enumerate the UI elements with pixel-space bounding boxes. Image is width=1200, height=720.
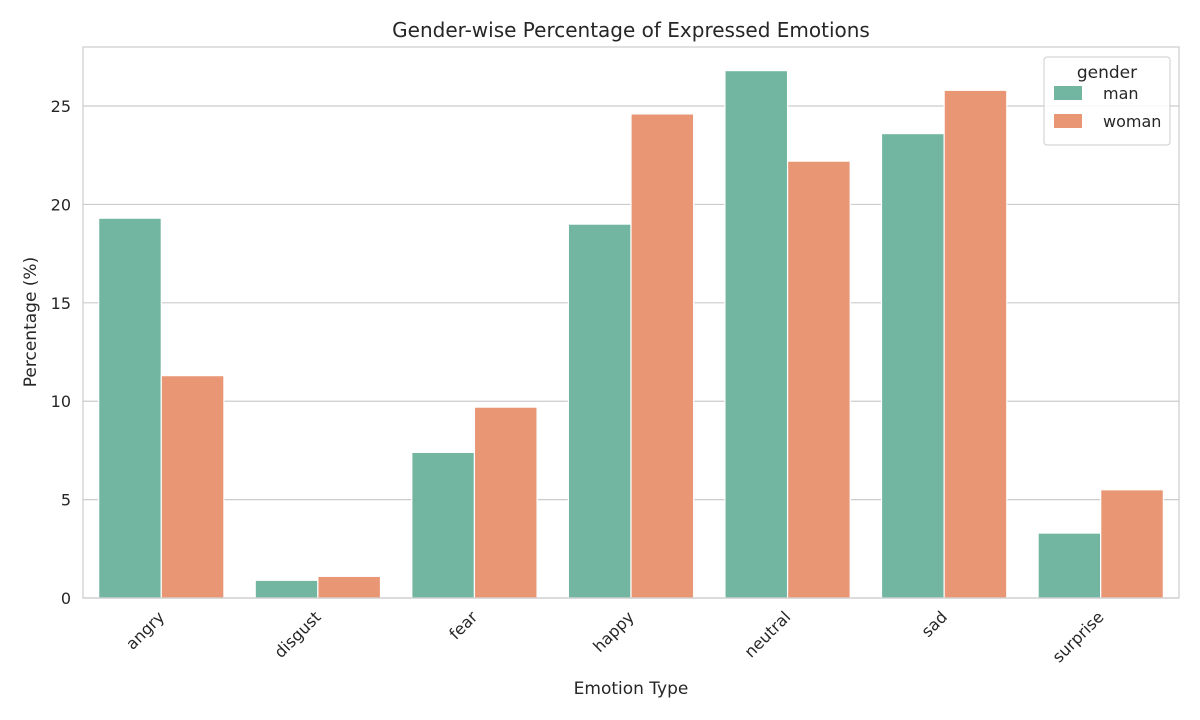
bar-woman-fear <box>473 406 538 599</box>
bars <box>98 70 1164 599</box>
y-tick-labels: 0 5 10 15 20 25 <box>51 97 71 608</box>
bar-man-surprise <box>1037 532 1102 599</box>
bar-woman-angry <box>160 375 225 599</box>
legend-label-woman: woman <box>1103 112 1161 131</box>
legend-title: gender <box>1077 63 1137 83</box>
y-tick-label: 20 <box>51 195 71 214</box>
bar-woman-surprise <box>1100 489 1164 599</box>
x-tick-label: neutral <box>740 607 794 661</box>
bar-man-sad <box>880 132 945 599</box>
y-tick-label: 10 <box>51 392 71 411</box>
y-tick-label: 15 <box>51 294 71 313</box>
chart-title: Gender-wise Percentage of Expressed Emot… <box>392 18 870 42</box>
x-tick-label: angry <box>122 607 168 653</box>
x-tick-label: happy <box>589 607 638 656</box>
bar-man-fear <box>411 451 476 599</box>
x-tick-labels: angry disgust fear happy neutral sad surprise <box>122 607 1108 666</box>
legend-label-man: man <box>1103 84 1139 103</box>
legend-swatch-man <box>1054 86 1082 100</box>
bar-man-neutral <box>724 70 789 599</box>
legend-swatch-woman <box>1054 114 1082 128</box>
plot-frame <box>82 46 1180 599</box>
x-tick-label: disgust <box>270 607 324 661</box>
y-tick-label: 0 <box>61 589 71 608</box>
bar-woman-sad <box>943 89 1008 599</box>
bar-woman-neutral <box>786 160 851 599</box>
bar-woman-happy <box>630 113 695 599</box>
bar-woman-disgust <box>317 575 382 599</box>
bar-man-happy <box>567 223 632 599</box>
x-tick-label: surprise <box>1049 607 1108 666</box>
y-tick-label: 25 <box>51 97 71 116</box>
x-tick-label: fear <box>445 607 481 643</box>
y-tick-label: 5 <box>61 491 71 510</box>
y-axis-label: Percentage (%) <box>21 257 41 387</box>
bar-man-angry <box>98 217 162 599</box>
x-tick-label: sad <box>918 607 951 640</box>
bar-man-disgust <box>254 579 319 599</box>
legend: gender man woman <box>1043 56 1171 146</box>
x-axis-label: Emotion Type <box>574 679 689 699</box>
